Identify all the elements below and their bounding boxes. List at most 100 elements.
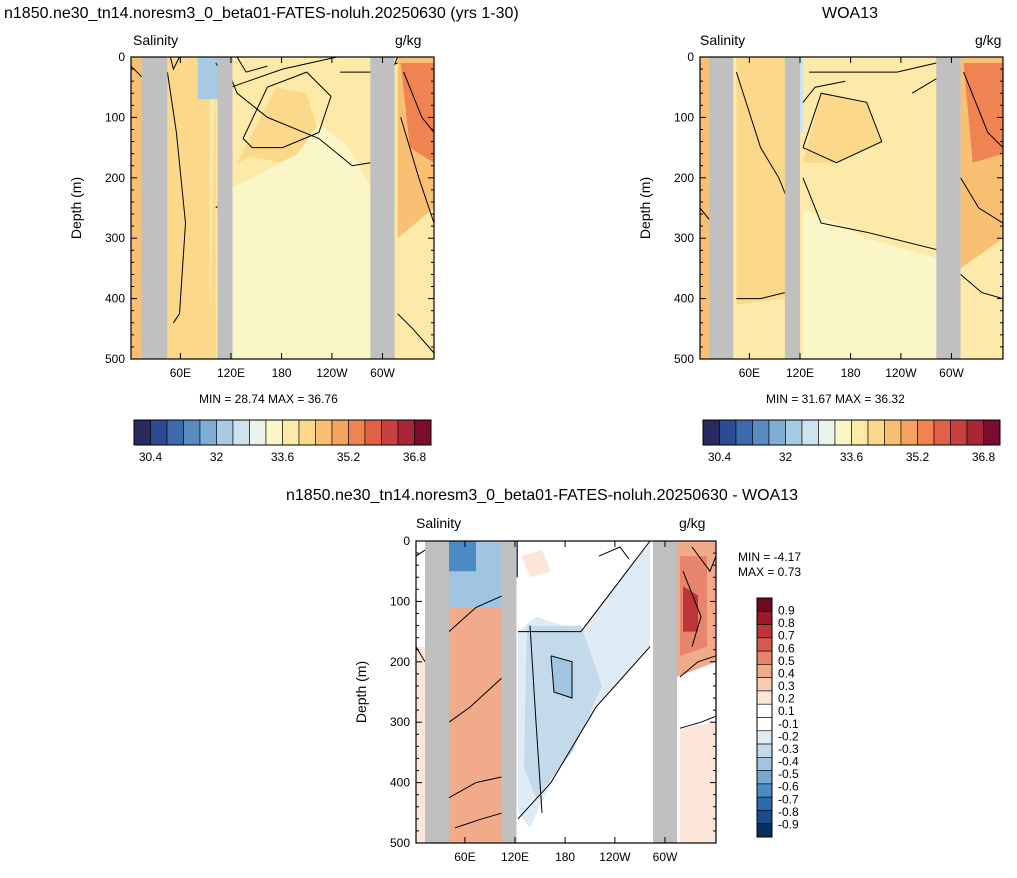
panel2-xtick-label: 60W <box>939 366 964 380</box>
panel3-colorbar-label: -0.6 <box>778 780 799 794</box>
panel3-colorbar-swatch <box>756 664 773 678</box>
panel1-ytick-label: 100 <box>105 110 125 124</box>
panel1-colorbar-swatch <box>414 419 432 446</box>
panel3-land-africa <box>425 541 449 843</box>
panel2-contour <box>802 177 940 251</box>
panel3-xtick-label: 60E <box>454 850 475 864</box>
panel1-xtick-label: 180 <box>272 366 292 380</box>
panel3-title: n1850.ne30_tn14.noresm3_0_beta01-FATES-n… <box>286 487 799 504</box>
panel2-variable-label: Salinity <box>700 32 746 48</box>
panel3-colorbar-swatch <box>756 730 773 745</box>
panel1-land-maritime-continent <box>217 57 233 359</box>
panel2-contour <box>809 62 937 73</box>
panel2-contour <box>736 292 785 300</box>
panel1-colorbar-label: 35.2 <box>337 450 361 464</box>
panel2-title: WOA13 <box>822 5 879 22</box>
panel3-colorbar-label: -0.5 <box>778 767 799 781</box>
panel3-colorbar-swatch <box>756 690 773 705</box>
panel1-region-pacific-salty <box>237 87 319 166</box>
panel3-colorbar-swatch <box>756 743 773 758</box>
panel2-ytick-label: 400 <box>674 292 694 306</box>
panel2-units-label: g/kg <box>975 32 1002 48</box>
panel1-colorbar-swatch <box>397 419 415 446</box>
panel3-colorbar-label: -0.7 <box>778 792 799 806</box>
panel3-contour <box>550 655 573 699</box>
panel2-contour <box>802 80 846 103</box>
panel2-ytick-label: 100 <box>674 110 694 124</box>
panel1-colorbar-swatch <box>265 419 283 446</box>
panel3-contour <box>529 625 543 813</box>
panel3-colorbar-label: -0.4 <box>778 755 799 769</box>
panel2-ylabel: Depth (m) <box>637 177 653 239</box>
panel3-region-indian-fresher <box>449 541 476 572</box>
panel3-colorbar-swatch <box>756 677 773 692</box>
panel2-colorbar-swatch <box>867 419 885 446</box>
panel3-colorbar-label: 0.7 <box>778 629 795 643</box>
panel3-contour <box>598 546 630 560</box>
panel3-contour <box>415 646 426 663</box>
panel1-xtick-label: 120W <box>316 366 348 380</box>
panel1-colorbar-swatch <box>364 419 382 446</box>
panel2-ytick-label: 500 <box>674 352 694 366</box>
panel1-colorbar-label: 32 <box>210 450 224 464</box>
panel1-colorbar-swatch <box>232 419 250 446</box>
panel2-colorbar-label: 33.6 <box>840 450 864 464</box>
panel2-region-indian <box>736 57 785 305</box>
panel2-colorbar-label: 36.8 <box>972 450 996 464</box>
panel3-colorbar-swatch <box>756 624 773 639</box>
panel1-ylabel: Depth (m) <box>68 177 84 239</box>
panel1-region-atlantic-core <box>400 63 434 163</box>
panel3-colorbar-frame <box>756 597 773 838</box>
panel3-region-atlantic-deep <box>680 722 716 843</box>
panel1-contour <box>242 71 332 149</box>
panel3-colorbar-label: 0.8 <box>778 616 795 630</box>
panel1-xtick-label: 60W <box>370 366 395 380</box>
panel3-max-label: MAX = 0.73 <box>738 565 802 579</box>
panel3-colorbar-swatch <box>756 770 773 785</box>
panel1-colorbar-swatch <box>150 419 168 446</box>
panel1-colorbar-label: 30.4 <box>139 450 163 464</box>
panel1-contour <box>166 72 187 324</box>
panel2-colorbar-swatch <box>983 419 1001 446</box>
panel3-colorbar-swatch <box>756 783 773 798</box>
panel2-colorbar-swatch <box>851 419 869 446</box>
panel2-colorbar-swatch <box>917 419 935 446</box>
panel3-colorbar-label: 0.1 <box>778 704 795 718</box>
panel1-land-americas <box>370 57 395 359</box>
panel3-xtick-label: 120W <box>599 850 631 864</box>
panel3-land-americas <box>653 541 677 843</box>
panel3-region-atlantic-core <box>683 586 698 632</box>
panel2-colorbar-swatch <box>719 419 737 446</box>
panel2-region-pacific-deep <box>803 208 940 359</box>
panel1-colorbar-swatch <box>282 419 300 446</box>
panel2-xtick-label: 180 <box>841 366 861 380</box>
panel1-ytick-label: 200 <box>105 171 125 185</box>
panel3-contour <box>448 676 504 723</box>
panel2-ytick-label: 200 <box>674 171 694 185</box>
panel1-region-fresh-strait <box>197 57 219 100</box>
panel3-ylabel: Depth (m) <box>353 661 369 723</box>
panel1-units-label: g/kg <box>395 32 422 48</box>
panel1-contour <box>236 56 268 73</box>
panel3-ytick-label: 200 <box>390 655 410 669</box>
panel3-contour <box>679 655 717 678</box>
panel3-colorbar-swatch <box>756 610 773 625</box>
panel3-colorbar-swatch <box>756 637 773 652</box>
panel3-plot-frame <box>415 540 717 844</box>
panel3-ytick-label: 0 <box>403 534 410 548</box>
panel2-colorbar-swatch <box>966 419 984 446</box>
panel3-contour <box>679 715 717 729</box>
panel1-region-indian <box>167 57 216 359</box>
panel3-contour <box>517 646 651 820</box>
panel2-land-africa <box>709 57 734 359</box>
panel3-colorbar-label: 0.2 <box>778 692 795 706</box>
panel3-contour <box>415 549 426 557</box>
panel3-ytick-label: 400 <box>390 776 410 790</box>
panel2-region-pacific-salty <box>803 93 882 163</box>
panel3-colorbar-label: -0.2 <box>778 729 799 743</box>
panel3-colorbar-label: 0.4 <box>778 666 795 680</box>
panel1-colorbar-swatch <box>199 419 217 446</box>
panel2-min-max: MIN = 31.67 MAX = 36.32 <box>766 392 905 406</box>
panel2-colorbar-swatch <box>752 419 770 446</box>
panel2-contour <box>960 177 1004 224</box>
